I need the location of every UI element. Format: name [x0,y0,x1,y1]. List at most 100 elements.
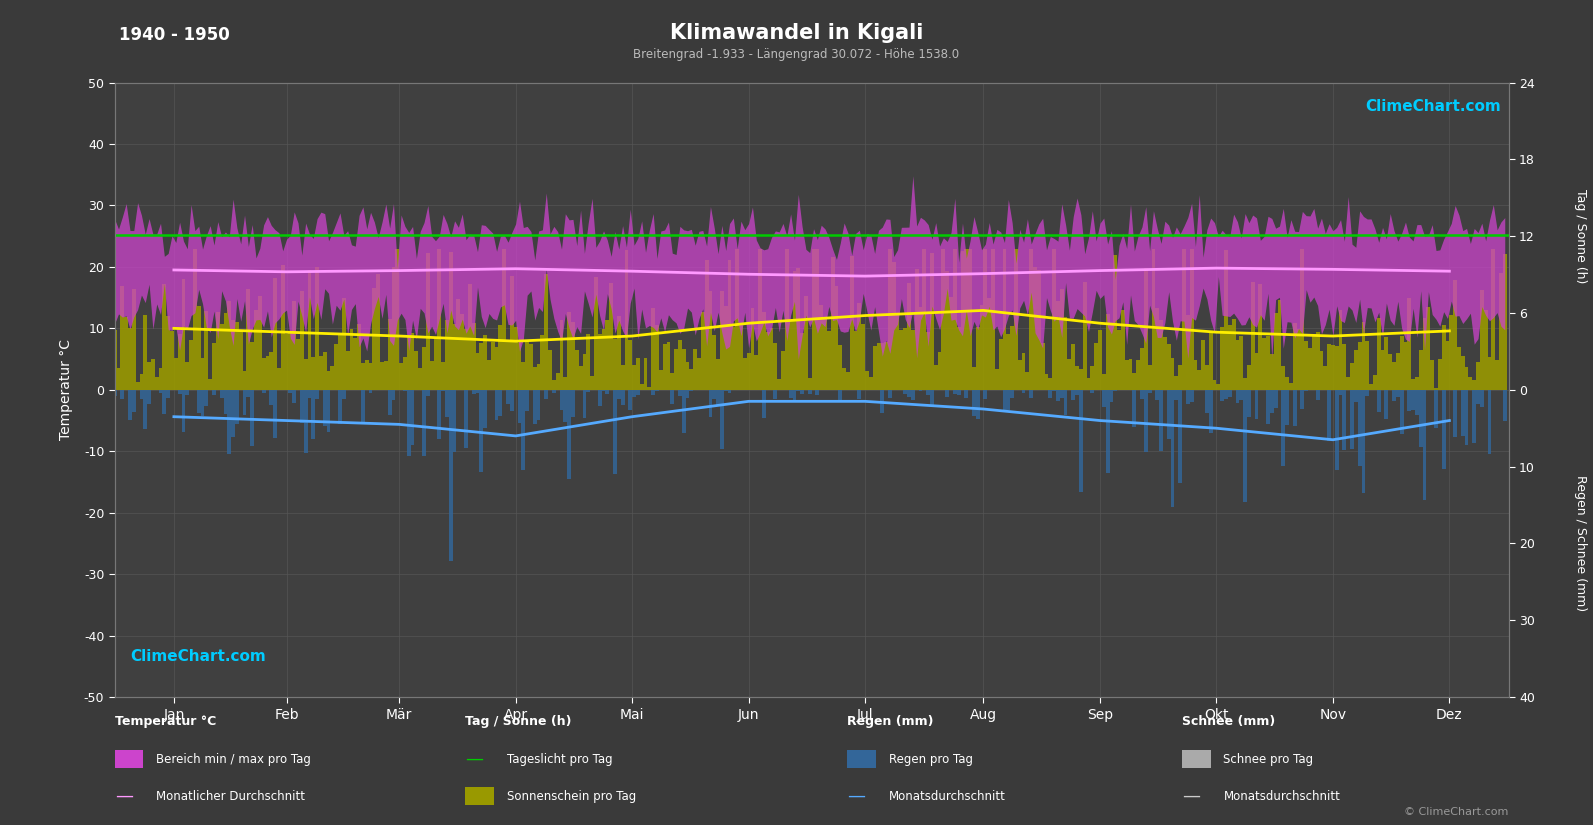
Bar [1217,384,1220,390]
Bar [1007,334,1010,390]
Bar [671,373,674,390]
Bar [1289,383,1294,390]
Bar [1357,390,1362,466]
Bar [685,390,690,398]
Bar [1072,390,1075,400]
Bar [1037,270,1040,390]
Bar [1056,300,1059,390]
Bar [1274,390,1278,408]
Bar [166,390,170,398]
Bar [983,249,988,390]
Bar [865,371,868,390]
Bar [460,314,464,390]
Bar [876,343,881,390]
Bar [709,291,712,390]
Bar [1174,390,1179,399]
Text: Monatlicher Durchschnitt: Monatlicher Durchschnitt [156,790,306,803]
Bar [766,332,769,390]
Bar [1236,340,1239,390]
Bar [988,299,991,390]
Bar [204,390,209,406]
Bar [999,339,1002,390]
Bar [223,313,228,390]
Bar [1400,337,1403,390]
Bar [1445,342,1450,390]
Bar [422,390,425,456]
Bar [387,390,392,415]
Bar [785,249,789,390]
Bar [1255,390,1258,419]
Text: Monatsdurchschnitt: Monatsdurchschnitt [889,790,1005,803]
Bar [1488,357,1491,390]
Text: 1940 - 1950: 1940 - 1950 [119,26,231,45]
Bar [1067,360,1072,390]
Bar [911,330,914,390]
Text: Bereich min / max pro Tag: Bereich min / max pro Tag [156,752,311,766]
Bar [548,350,551,390]
Bar [1354,390,1357,402]
Bar [957,390,961,395]
Bar [1338,309,1343,390]
Bar [1133,390,1136,427]
Bar [113,390,116,396]
Bar [182,279,185,390]
Bar [384,361,387,390]
Bar [1477,362,1480,390]
Bar [121,286,124,390]
Bar [1247,365,1251,390]
Bar [1121,309,1125,390]
Bar [495,390,499,420]
Bar [1488,390,1491,454]
Bar [774,343,777,390]
Bar [949,296,953,390]
Bar [472,323,476,390]
Bar [140,390,143,399]
Text: Tageslicht pro Tag: Tageslicht pro Tag [507,752,612,766]
Bar [1376,390,1381,412]
Bar [862,324,865,390]
Bar [964,390,969,398]
Bar [422,347,425,390]
Bar [247,390,250,397]
Bar [1201,340,1204,390]
Bar [1502,254,1507,390]
Bar [660,370,663,390]
Bar [1040,343,1045,390]
Bar [911,390,914,400]
Bar [1102,390,1106,408]
Bar [655,325,660,390]
Bar [1464,367,1469,390]
Bar [1469,376,1472,390]
Bar [228,300,231,390]
Bar [575,351,578,390]
Bar [583,390,586,417]
Bar [556,373,559,390]
Bar [652,390,655,394]
Bar [1434,388,1438,390]
Bar [277,368,280,390]
Bar [242,371,247,390]
Bar [368,363,373,390]
Bar [873,346,876,390]
Bar [537,390,540,420]
Bar [1354,351,1357,390]
Text: —: — [465,750,483,768]
Bar [636,358,640,390]
Bar [1376,318,1381,390]
Bar [1332,346,1335,390]
Bar [679,390,682,395]
Bar [335,345,338,390]
Bar [151,359,155,390]
Bar [972,367,977,390]
Bar [854,331,857,390]
Bar [953,249,957,390]
Text: —: — [115,787,132,805]
Bar [540,335,545,390]
Bar [1294,390,1297,426]
Bar [441,362,444,390]
Bar [258,296,261,390]
Bar [945,390,949,398]
Bar [632,390,636,397]
Bar [736,249,739,390]
Bar [307,390,311,398]
